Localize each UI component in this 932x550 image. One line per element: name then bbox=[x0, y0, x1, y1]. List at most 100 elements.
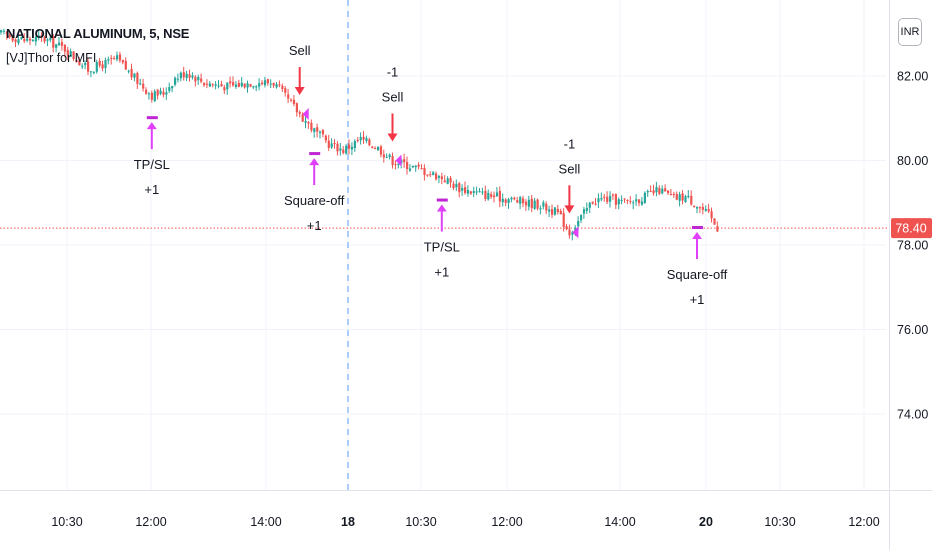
candle-body bbox=[319, 131, 322, 133]
indicator-label[interactable]: [VJ]Thor for MFI bbox=[6, 51, 97, 65]
candle-body bbox=[188, 74, 191, 78]
grid bbox=[0, 0, 886, 490]
candle-body bbox=[649, 190, 652, 192]
sell-signal-label: -1 bbox=[564, 136, 576, 151]
candle-body bbox=[295, 103, 298, 113]
y-tick-label: 82.00 bbox=[897, 70, 928, 84]
candle-body bbox=[14, 39, 17, 43]
candle-body bbox=[304, 121, 307, 123]
candle-body bbox=[542, 202, 545, 207]
candle-body bbox=[487, 192, 490, 200]
candle-body bbox=[701, 206, 704, 210]
x-tick-label: 14:00 bbox=[250, 515, 281, 529]
x-tick-label: 20 bbox=[699, 515, 713, 529]
candle-body bbox=[72, 51, 75, 60]
candle-body bbox=[104, 60, 107, 68]
candle-body bbox=[582, 209, 586, 214]
candle-body bbox=[614, 194, 617, 205]
candle-body bbox=[356, 140, 359, 142]
candle-body bbox=[87, 61, 90, 72]
candle-body bbox=[490, 194, 493, 197]
candle-body bbox=[495, 192, 499, 197]
candle-body bbox=[237, 83, 240, 87]
last-price-label: 78.40 bbox=[895, 222, 926, 236]
candle-body bbox=[403, 159, 406, 163]
candle-body bbox=[707, 209, 710, 212]
candle-body bbox=[330, 143, 333, 148]
candle-body bbox=[672, 193, 675, 195]
candle-body bbox=[339, 148, 342, 151]
candle-body bbox=[229, 81, 232, 84]
candle-body bbox=[553, 207, 557, 215]
candle-body bbox=[481, 191, 484, 193]
candle-body bbox=[365, 138, 368, 142]
candle-body bbox=[435, 173, 438, 180]
candle-body bbox=[136, 72, 139, 84]
candle-body bbox=[310, 122, 313, 131]
x-tick-label: 12:00 bbox=[491, 515, 522, 529]
candle-body bbox=[168, 87, 171, 91]
y-tick-label: 78.00 bbox=[897, 239, 928, 253]
candle-body bbox=[217, 85, 220, 87]
candle-body bbox=[423, 167, 426, 175]
candle-body bbox=[124, 60, 127, 70]
exit-signal-label: +1 bbox=[144, 182, 159, 197]
signals: Sell -1 Sell -1 Sell TP/SL +1 Square-off +1 TP/SL… bbox=[134, 43, 728, 307]
x-tick-label: 14:00 bbox=[604, 515, 635, 529]
candle-body bbox=[382, 154, 385, 158]
candle-body bbox=[249, 84, 252, 87]
candle-body bbox=[336, 143, 339, 152]
candle-body bbox=[92, 71, 95, 73]
candle-body bbox=[281, 85, 284, 90]
candle-body bbox=[484, 190, 487, 200]
candle-body bbox=[565, 226, 568, 230]
candle-body bbox=[597, 198, 600, 203]
candle-body bbox=[37, 35, 40, 37]
candle-body bbox=[147, 93, 151, 95]
candle-body bbox=[368, 139, 371, 146]
candle-body bbox=[426, 174, 429, 176]
sell-arrow-head bbox=[294, 87, 305, 96]
candle-body bbox=[626, 199, 629, 201]
currency-button[interactable]: INR bbox=[898, 18, 922, 46]
sell-signal-label: Sell bbox=[382, 90, 404, 105]
candle-body bbox=[562, 213, 565, 227]
chart-title[interactable]: NATIONAL ALUMINUM, 5, NSE bbox=[6, 26, 190, 41]
candle-body bbox=[646, 190, 649, 193]
candle-body bbox=[559, 210, 562, 215]
candle-body bbox=[194, 76, 197, 82]
candle-body bbox=[461, 187, 464, 191]
candle-body bbox=[710, 211, 713, 219]
candle-body bbox=[159, 90, 162, 94]
x-tick-label: 12:00 bbox=[848, 515, 879, 529]
candle-body bbox=[240, 82, 243, 87]
sell-arrow-head bbox=[387, 133, 398, 142]
candle-body bbox=[693, 205, 696, 207]
candle-body bbox=[226, 82, 229, 90]
candle-body bbox=[176, 78, 180, 80]
candle-body bbox=[327, 140, 330, 148]
last-price-tag bbox=[891, 218, 932, 239]
candle-body bbox=[408, 168, 412, 171]
candle-body bbox=[359, 136, 362, 141]
candle-body bbox=[385, 156, 388, 158]
candle-body bbox=[458, 183, 461, 193]
candle-body bbox=[298, 112, 301, 114]
entry-flag-marker bbox=[302, 108, 309, 121]
candle-body bbox=[46, 39, 49, 41]
candle-body bbox=[307, 122, 310, 124]
y-tick-label: 76.00 bbox=[897, 323, 928, 337]
candle-body bbox=[89, 71, 93, 73]
candle-body bbox=[8, 35, 11, 38]
candle-body bbox=[81, 65, 84, 67]
exit-bar-marker bbox=[692, 225, 703, 229]
candle-body bbox=[455, 183, 458, 188]
candle-body bbox=[101, 64, 104, 69]
candle-body bbox=[678, 194, 681, 201]
candle-body bbox=[191, 75, 194, 78]
candle-body bbox=[23, 38, 26, 42]
candle-body bbox=[214, 84, 217, 86]
candle-body bbox=[211, 84, 214, 86]
exit-bar-marker bbox=[146, 116, 158, 120]
